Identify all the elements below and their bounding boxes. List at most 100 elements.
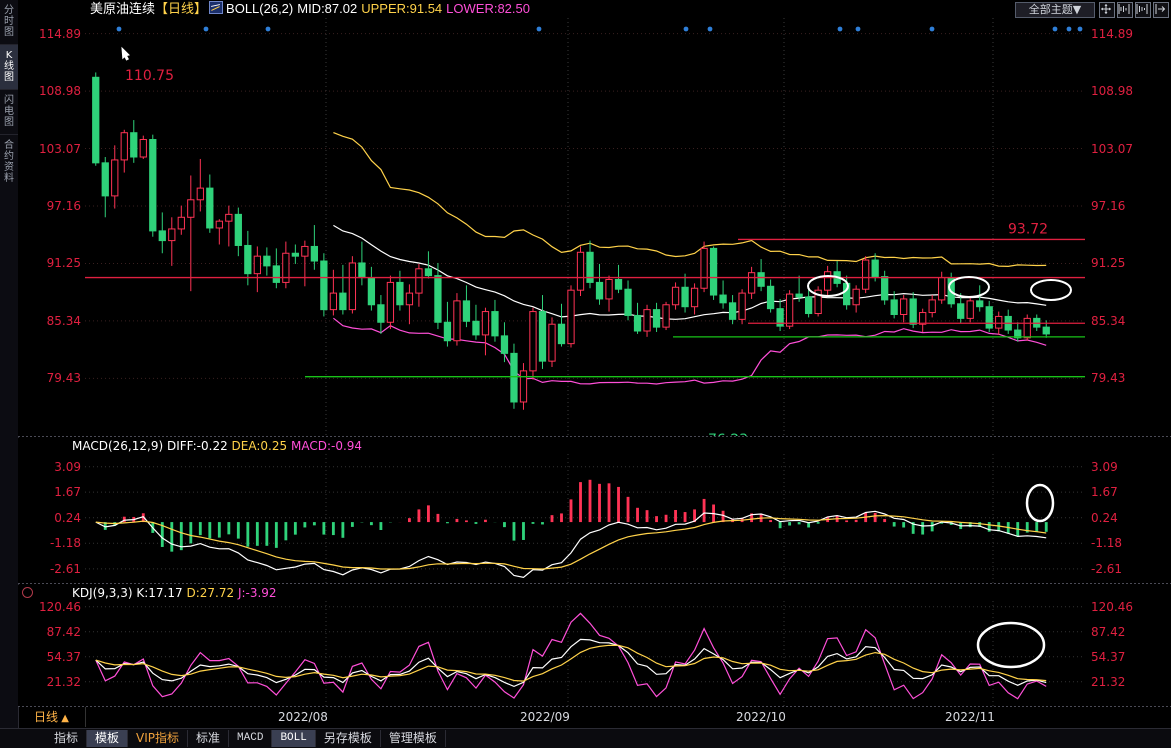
date-tick: 2022/08	[278, 710, 328, 724]
svg-text:76.23: 76.23	[708, 432, 748, 436]
axis-tick: 54.37	[1091, 649, 1126, 664]
axis-tick: 3.09	[1091, 459, 1118, 474]
axis-tick: -1.18	[49, 536, 81, 551]
chart-scale-icon[interactable]	[1135, 2, 1151, 18]
axis-tick: 0.24	[54, 510, 81, 525]
kdj-d-value: D:27.72	[186, 586, 235, 600]
svg-text:93.72: 93.72	[1008, 221, 1048, 237]
kdj-settings-icon[interactable]	[22, 587, 33, 598]
axis-tick: 91.25	[1091, 256, 1126, 271]
kdj-header: KDJ(9,3,3) K:17.17 D:27.72 J:-3.92	[72, 586, 277, 600]
macd-axis-left: 3.09 1.67 0.24 -1.18 -2.61	[18, 438, 85, 583]
date-tick: 2022/10	[736, 710, 786, 724]
axis-tick: 103.07	[39, 141, 81, 156]
axis-tick: 108.98	[1091, 84, 1133, 99]
kdj-plot-area[interactable]	[85, 585, 1085, 707]
panel-divider	[18, 706, 1171, 707]
toolbar-item-标准[interactable]: 标准	[188, 730, 230, 747]
theme-dropdown[interactable]: 全部主题▼	[1015, 2, 1095, 18]
toolbar-item-模板[interactable]: 模板	[87, 730, 129, 747]
axis-tick: 54.37	[46, 649, 81, 664]
bottom-toolbar[interactable]: 指标 模板 VIP指标 标准 MACD BOLL 另存模板 管理模板	[0, 728, 1171, 748]
toolbar-item-VIP指标[interactable]: VIP指标	[128, 730, 189, 747]
axis-tick: 79.43	[1091, 371, 1126, 386]
macd-title: MACD(26,12,9)	[72, 439, 164, 453]
axis-tick: 85.34	[1091, 313, 1126, 328]
caret-up-icon: ▲	[58, 713, 69, 724]
kdj-panel[interactable]: KDJ(9,3,3) K:17.17 D:27.72 J:-3.92 120.4…	[18, 585, 1171, 707]
divider	[0, 89, 18, 90]
toolbar-item-MACD[interactable]: MACD	[229, 730, 273, 747]
date-tick: 2022/11	[945, 710, 995, 724]
axis-tick: 0.24	[1091, 510, 1118, 525]
chart-fit-icon[interactable]	[1117, 2, 1133, 18]
axis-tick: 120.46	[1091, 599, 1133, 614]
macd-panel[interactable]: MACD(26,12,9) DIFF:-0.22 DEA:0.25 MACD:-…	[18, 438, 1171, 583]
axis-tick: 1.67	[1091, 485, 1118, 500]
axis-tick: 1.67	[54, 485, 81, 500]
crosshair-icon[interactable]	[1099, 2, 1115, 18]
kdj-title: KDJ(9,3,3)	[72, 586, 133, 600]
toolbar-item-另存模板[interactable]: 另存模板	[316, 730, 381, 747]
sidebar-item-timeshare[interactable]: 分时图	[4, 5, 14, 38]
period-selector[interactable]: 日线 ▲	[18, 707, 86, 727]
macd-axis-right: 3.09 1.67 0.24 -1.18 -2.61	[1085, 438, 1171, 583]
svg-text:110.75: 110.75	[125, 68, 174, 84]
panel-divider	[18, 583, 1171, 584]
axis-tick: -1.18	[1091, 536, 1123, 551]
indicator-name[interactable]: BOLL(26,2)	[226, 1, 294, 16]
axis-tick: 120.46	[39, 599, 81, 614]
boll-lower-value: LOWER:82.50	[446, 1, 530, 16]
axis-tick: 114.89	[1091, 26, 1133, 41]
divider	[0, 134, 18, 135]
macd-diff-value: DIFF:-0.22	[166, 439, 228, 453]
kdj-j-value: J:-3.92	[237, 586, 277, 600]
divider	[0, 44, 18, 45]
kdj-axis-left: 120.46 87.42 54.37 21.32	[18, 585, 85, 707]
price-plot-area[interactable]: 93.72 110.75 76.23	[85, 18, 1085, 436]
axis-tick: 3.09	[54, 459, 81, 474]
sidebar-item-lightning[interactable]: 闪电图	[4, 95, 14, 128]
sidebar-item-contract-info[interactable]: 合约资料	[4, 140, 14, 184]
axis-tick: 114.89	[39, 26, 81, 41]
date-tick: 2022/09	[520, 710, 570, 724]
axis-tick: 85.34	[46, 313, 81, 328]
axis-tick: 21.32	[1091, 674, 1126, 689]
axis-tick: 87.42	[46, 624, 81, 639]
axis-tick: -2.61	[1091, 561, 1123, 576]
toolbar-item-管理模板[interactable]: 管理模板	[381, 730, 446, 747]
axis-tick: 21.32	[46, 674, 81, 689]
panel-divider	[18, 436, 1171, 437]
toolbar-item-指标[interactable]: 指标	[46, 730, 88, 747]
axis-tick: -2.61	[49, 561, 81, 576]
axis-tick: 97.16	[46, 199, 81, 213]
axis-tick: 108.98	[39, 84, 81, 99]
chart-header-bar: 美原油连续【日线】 BOLL(26,2) MID:87.02 UPPER:91.54 L…	[18, 0, 1171, 18]
chart-title-row: 美原油连续【日线】 BOLL(26,2) MID:87.02 UPPER:91.54 L…	[90, 1, 530, 18]
axis-tick: 97.16	[1091, 199, 1126, 213]
indicator-icon	[209, 1, 224, 14]
toolbar-item-BOLL[interactable]: BOLL	[272, 730, 316, 747]
macd-header: MACD(26,12,9) DIFF:-0.22 DEA:0.25 MACD:-…	[72, 439, 362, 453]
symbol-name: 美原油连续	[90, 2, 156, 17]
price-axis-left: 114.89 108.98 103.07 97.16 91.25 85.34 79.43	[18, 18, 85, 436]
axis-tick: 103.07	[1091, 141, 1133, 156]
price-axis-right: 114.89 108.98 103.07 97.16 91.25 85.34 79.43	[1085, 18, 1171, 436]
macd-dea-value: DEA:0.25	[231, 439, 288, 453]
kdj-axis-right: 120.46 87.42 54.37 21.32	[1085, 585, 1171, 707]
date-axis: 2022/08 2022/09 2022/10 2022/11	[18, 707, 1171, 727]
period-selector-label: 日线	[34, 710, 59, 724]
period-label: 【日线】	[155, 2, 208, 17]
kdj-k-value: K:17.17	[136, 586, 183, 600]
macd-plot-area[interactable]	[85, 438, 1085, 583]
axis-tick: 91.25	[46, 256, 81, 271]
axis-tick: 79.43	[46, 371, 81, 386]
boll-mid-value: MID:87.02	[297, 1, 358, 16]
boll-upper-value: UPPER:91.54	[361, 1, 443, 16]
macd-macd-value: MACD:-0.94	[290, 439, 363, 453]
exit-icon[interactable]	[1153, 2, 1169, 18]
price-chart-panel[interactable]: 114.89 108.98 103.07 97.16 91.25 85.34 79.43 1…	[18, 18, 1171, 436]
